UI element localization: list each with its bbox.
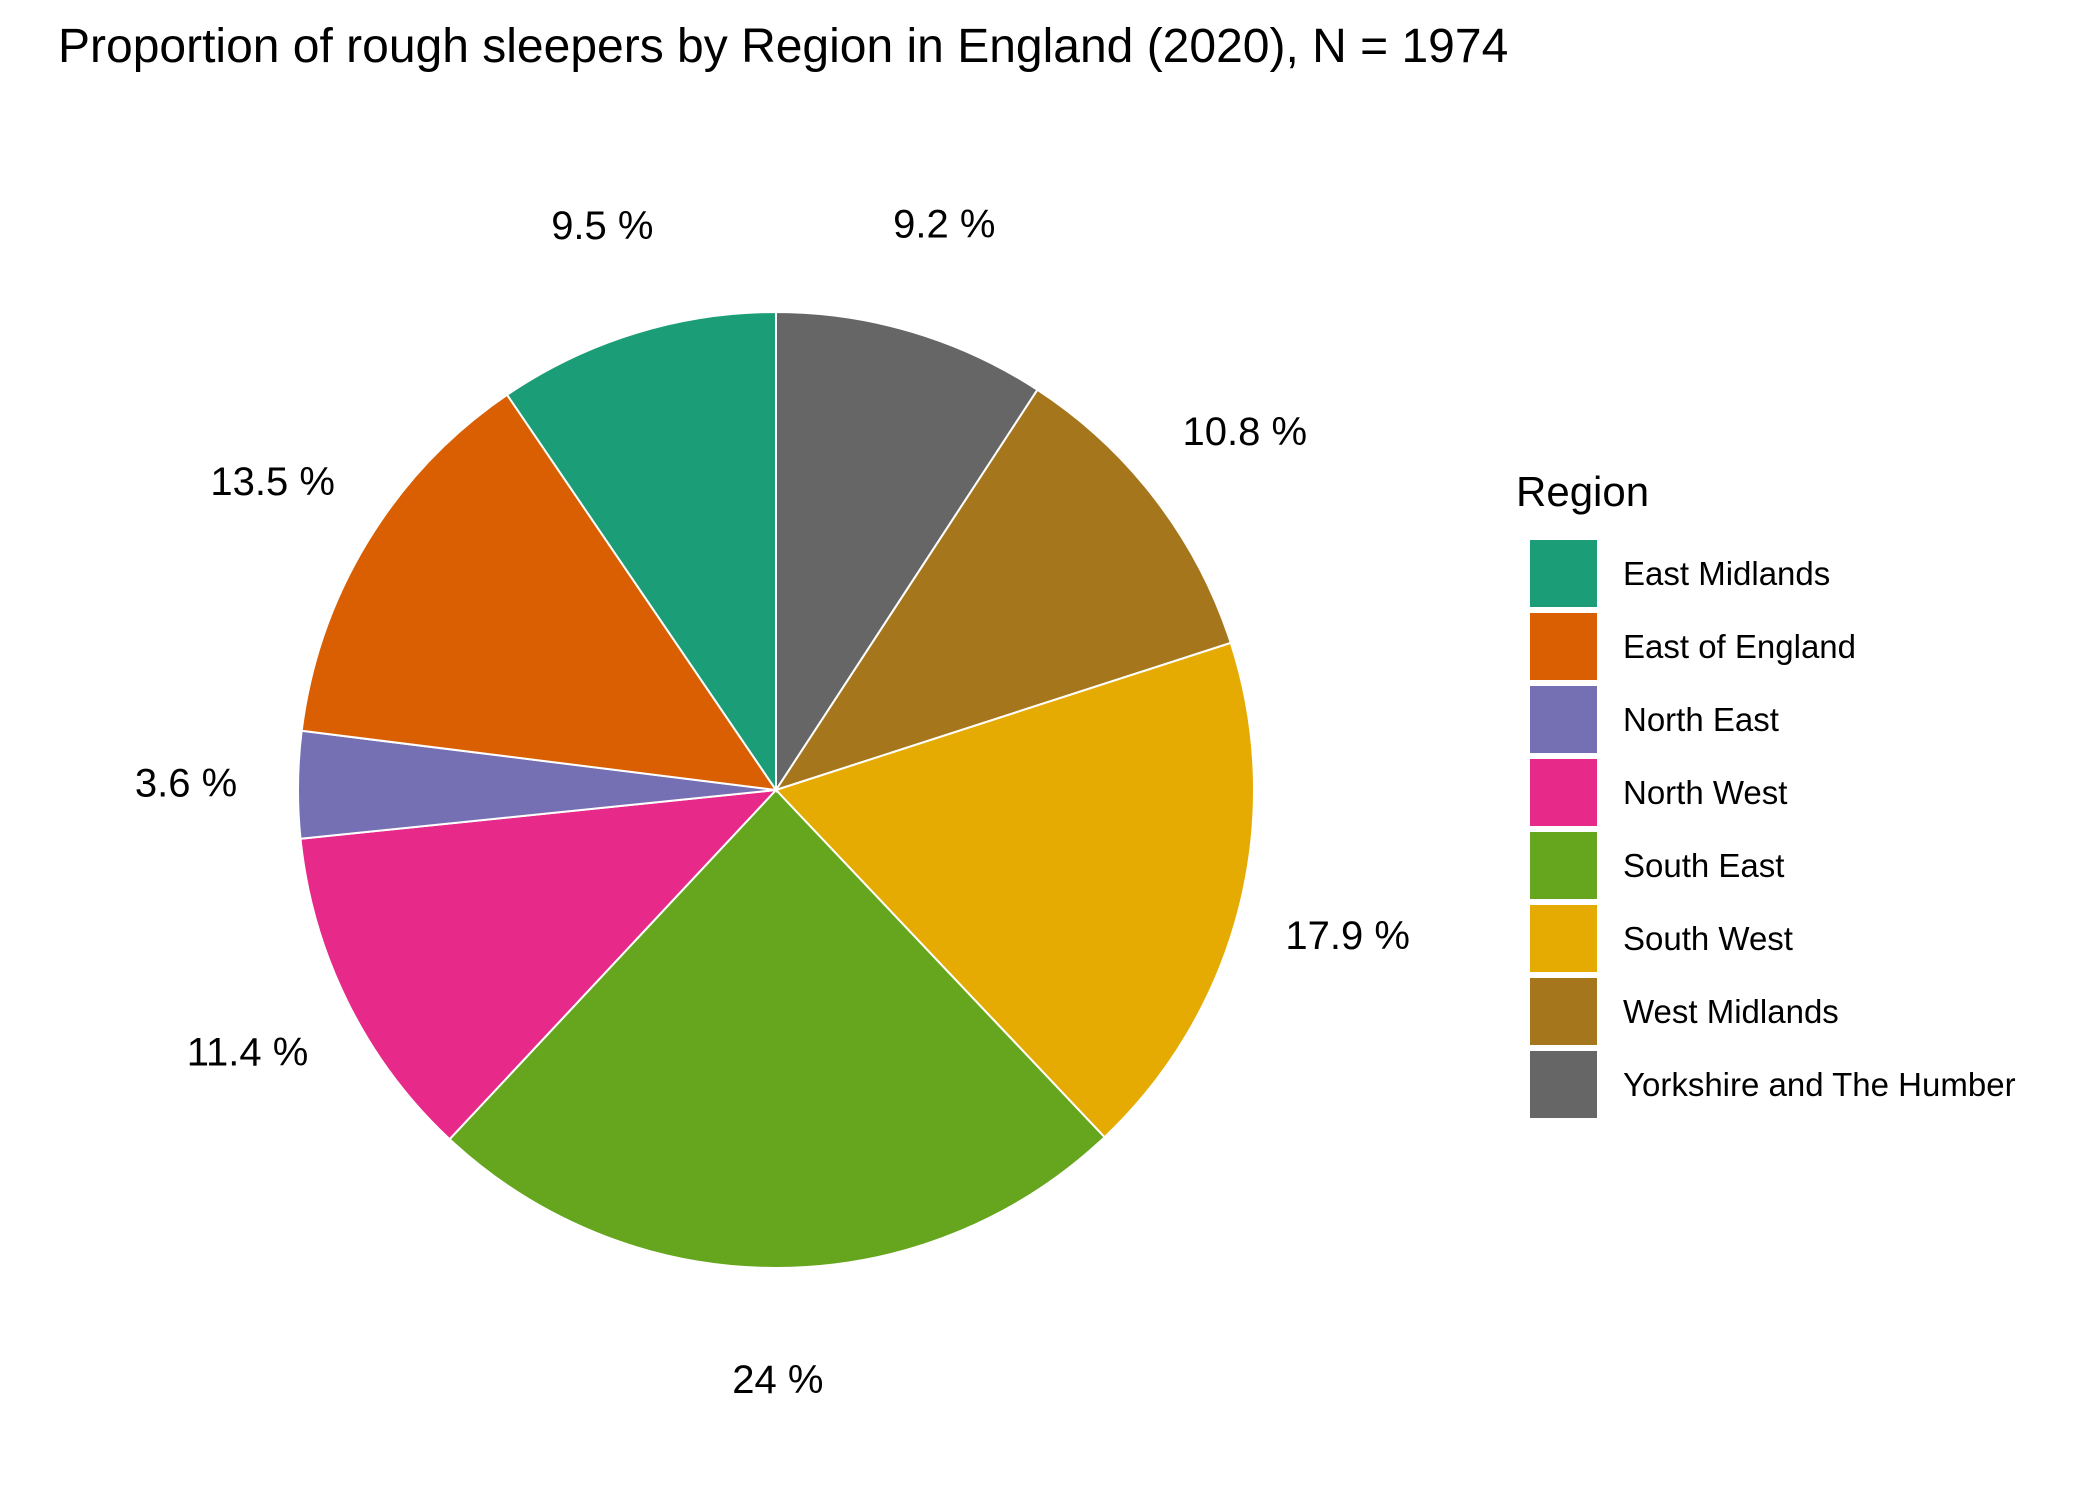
legend-items: East Midlands East of England North East No… [1530, 540, 2016, 1118]
legend-label-west-midlands: West Midlands [1623, 993, 1839, 1030]
value-label-south-east: 24 % [732, 1358, 823, 1402]
pie-slice-east-of-england [300, 393, 779, 792]
value-label-south-west: 17.9 % [1285, 914, 1410, 958]
value-label-west-midlands: 10.8 % [1183, 410, 1308, 454]
legend-label-south-east: South East [1623, 847, 1784, 884]
value-label-east-of-england: 13.5 % [210, 460, 335, 504]
value-label-north-east: 3.6 % [135, 762, 237, 806]
legend-key-north-west [1530, 759, 1597, 826]
legend-key-north-east [1530, 686, 1597, 753]
legend-title: Region [1516, 468, 1649, 515]
pie-slice-west-midlands [773, 388, 1233, 792]
legend-label-yorkshire-and-the-humber: Yorkshire and The Humber [1623, 1066, 2016, 1103]
pie-slice-yorkshire-and-the-humber [775, 310, 1039, 794]
pie-slices [297, 310, 1255, 1269]
value-label-east-midlands: 9.5 % [551, 204, 653, 248]
legend-key-yorkshire-and-the-humber [1530, 1051, 1597, 1118]
pie-slice-south-west [774, 641, 1255, 1139]
value-label-north-west: 11.4 % [187, 1030, 309, 1074]
legend-key-south-west [1530, 905, 1597, 972]
legend-key-south-east [1530, 832, 1597, 899]
legend-label-east-midlands: East Midlands [1623, 555, 1830, 592]
legend-key-east-midlands [1530, 540, 1597, 607]
legend-label-east-of-england: East of England [1623, 628, 1856, 665]
chart-title: Proportion of rough sleepers by Region i… [58, 20, 1508, 73]
pie-value-labels: 9.2 % 10.8 % 17.9 % 24 % 11.4 % 3.6 % 13.5 % 9.… [135, 203, 1410, 1402]
legend-label-north-west: North West [1623, 774, 1787, 811]
legend: Region East Midlands East of England North… [1516, 468, 2016, 1118]
pie-slice-north-west [299, 788, 779, 1141]
value-label-yorkshire-and-the-humber: 9.2 % [893, 203, 995, 247]
pie-slice-south-east [448, 788, 1106, 1269]
pie-slice-east-midlands [505, 310, 777, 794]
legend-label-north-east: North East [1623, 701, 1779, 738]
legend-label-south-west: South West [1623, 920, 1793, 957]
legend-key-west-midlands [1530, 978, 1597, 1045]
legend-key-east-of-england [1530, 613, 1597, 680]
